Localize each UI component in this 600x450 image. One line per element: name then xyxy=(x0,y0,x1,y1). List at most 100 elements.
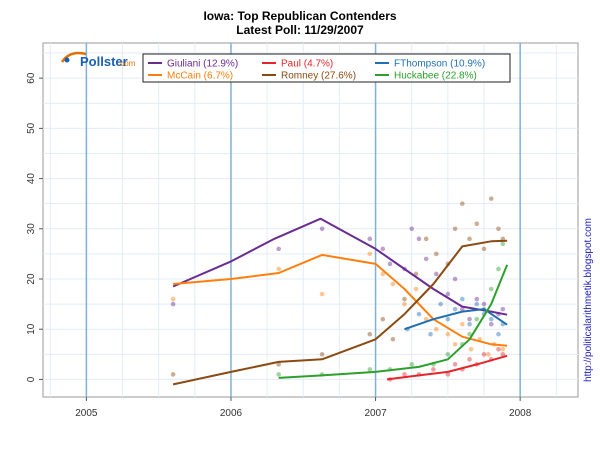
y-tick-label: 0 xyxy=(26,376,37,382)
data-point-romney xyxy=(452,226,458,232)
data-point-huckabee xyxy=(496,266,501,272)
data-point-romney xyxy=(402,296,407,302)
data-point-giuliani xyxy=(500,306,506,312)
data-point-huckabee xyxy=(488,286,494,292)
legend-label-fthompson: FThompson (10.9%) xyxy=(394,59,485,70)
data-point-huckabee xyxy=(445,352,451,357)
data-point-romney xyxy=(367,331,373,337)
data-point-giuliani xyxy=(416,236,422,242)
trend-line-fthompson xyxy=(404,308,508,331)
data-point-paul xyxy=(481,352,487,357)
data-point-fthompson xyxy=(416,311,422,317)
y-tick-label: 60 xyxy=(26,72,37,84)
x-tick-label: 2005 xyxy=(75,408,98,419)
data-point-giuliani xyxy=(467,316,472,322)
trend-line-mccain xyxy=(173,253,508,347)
data-point-mccain xyxy=(486,352,491,357)
y-tick-label: 30 xyxy=(26,223,37,235)
data-point-giuliani xyxy=(460,306,465,312)
data-point-romney xyxy=(170,372,176,377)
data-point-fthompson xyxy=(467,321,472,327)
data-point-mccain xyxy=(380,271,386,277)
data-point-paul xyxy=(402,372,407,377)
data-point-fthompson xyxy=(488,316,494,322)
data-point-giuliani xyxy=(276,246,281,252)
data-point-paul xyxy=(445,372,451,377)
data-point-giuliani xyxy=(387,261,393,267)
data-point-giuliani xyxy=(423,256,429,262)
x-axis: 2005 2006 2007 2008 xyxy=(75,397,532,419)
data-point-huckabee xyxy=(500,241,506,247)
legend-label-huckabee: Huckabee (22.8%) xyxy=(394,71,477,82)
data-point-paul xyxy=(500,352,506,357)
logo-name: Pollster xyxy=(80,54,128,69)
data-point-romney xyxy=(423,236,429,242)
legend: Giuliani (12.9%) Paul (4.7%) FThompson (10… xyxy=(142,53,511,83)
data-point-mccain xyxy=(367,251,373,257)
chart-title: Iowa: Top Republican Contenders xyxy=(203,9,396,23)
data-point-romney xyxy=(433,251,439,257)
data-point-giuliani xyxy=(170,301,176,307)
data-point-giuliani xyxy=(481,301,487,307)
logo-suffix: .com xyxy=(118,59,136,68)
data-point-giuliani xyxy=(452,276,458,282)
data-point-fthompson xyxy=(428,331,433,337)
legend-label-mccain: McCain (6.7%) xyxy=(167,71,233,82)
data-point-huckabee xyxy=(474,316,480,322)
x-tick-label: 2007 xyxy=(364,408,387,419)
data-point-fthompson xyxy=(460,296,465,302)
trend-line-romney xyxy=(172,239,508,386)
data-point-giuliani xyxy=(445,291,451,297)
trend-line-huckabee xyxy=(278,264,509,379)
data-point-huckabee xyxy=(276,372,281,377)
y-tick-label: 10 xyxy=(26,323,37,335)
data-point-giuliani xyxy=(433,271,439,277)
data-point-mccain xyxy=(500,346,506,352)
data-point-romney xyxy=(276,362,281,367)
y-tick-label: 50 xyxy=(26,122,37,134)
data-point-paul xyxy=(467,357,472,362)
data-point-mccain xyxy=(468,346,474,352)
legend-label-romney: Romney (27.6%) xyxy=(281,71,356,82)
data-point-huckabee xyxy=(367,367,373,372)
data-point-mccain xyxy=(390,281,396,287)
data-point-huckabee xyxy=(409,362,415,367)
data-point-romney xyxy=(474,221,480,227)
data-point-mccain xyxy=(452,341,458,347)
data-point-giuliani xyxy=(380,246,386,252)
chart-subtitle: Latest Poll: 11/29/2007 xyxy=(236,23,364,37)
y-tick-label: 20 xyxy=(26,273,37,285)
data-point-mccain xyxy=(433,326,439,332)
data-point-romney xyxy=(467,236,472,242)
data-point-mccain xyxy=(319,291,325,297)
data-point-fthompson xyxy=(445,316,451,322)
y-axis: 0 10 20 30 40 50 60 xyxy=(26,72,43,382)
data-point-giuliani xyxy=(474,296,480,302)
data-point-giuliani xyxy=(488,321,494,327)
pollster-logo: Pollster .com xyxy=(60,51,136,69)
legend-box xyxy=(142,53,511,83)
data-point-romney xyxy=(390,336,396,342)
data-point-giuliani xyxy=(319,226,325,232)
logo-swoosh-icon xyxy=(60,51,87,63)
data-point-romney xyxy=(380,316,386,322)
data-point-paul xyxy=(452,362,458,367)
data-point-fthompson xyxy=(452,306,458,312)
blog-url: http://politicalarithmetik.blogspot.com xyxy=(583,218,594,382)
data-point-mccain xyxy=(402,301,407,307)
data-point-fthompson xyxy=(496,331,501,337)
data-point-giuliani xyxy=(409,226,415,232)
data-point-mccain xyxy=(460,321,465,327)
y-tick-label: 40 xyxy=(26,173,37,185)
data-point-romney xyxy=(481,246,487,252)
data-point-romney xyxy=(496,226,501,232)
trend-line-paul xyxy=(386,354,508,381)
data-point-paul xyxy=(496,346,501,352)
data-point-mccain xyxy=(413,286,419,292)
legend-label-paul: Paul (4.7%) xyxy=(281,59,333,70)
data-point-romney xyxy=(319,352,325,357)
data-point-mccain xyxy=(276,266,281,272)
x-tick-label: 2008 xyxy=(509,408,532,419)
data-point-huckabee xyxy=(467,331,472,337)
